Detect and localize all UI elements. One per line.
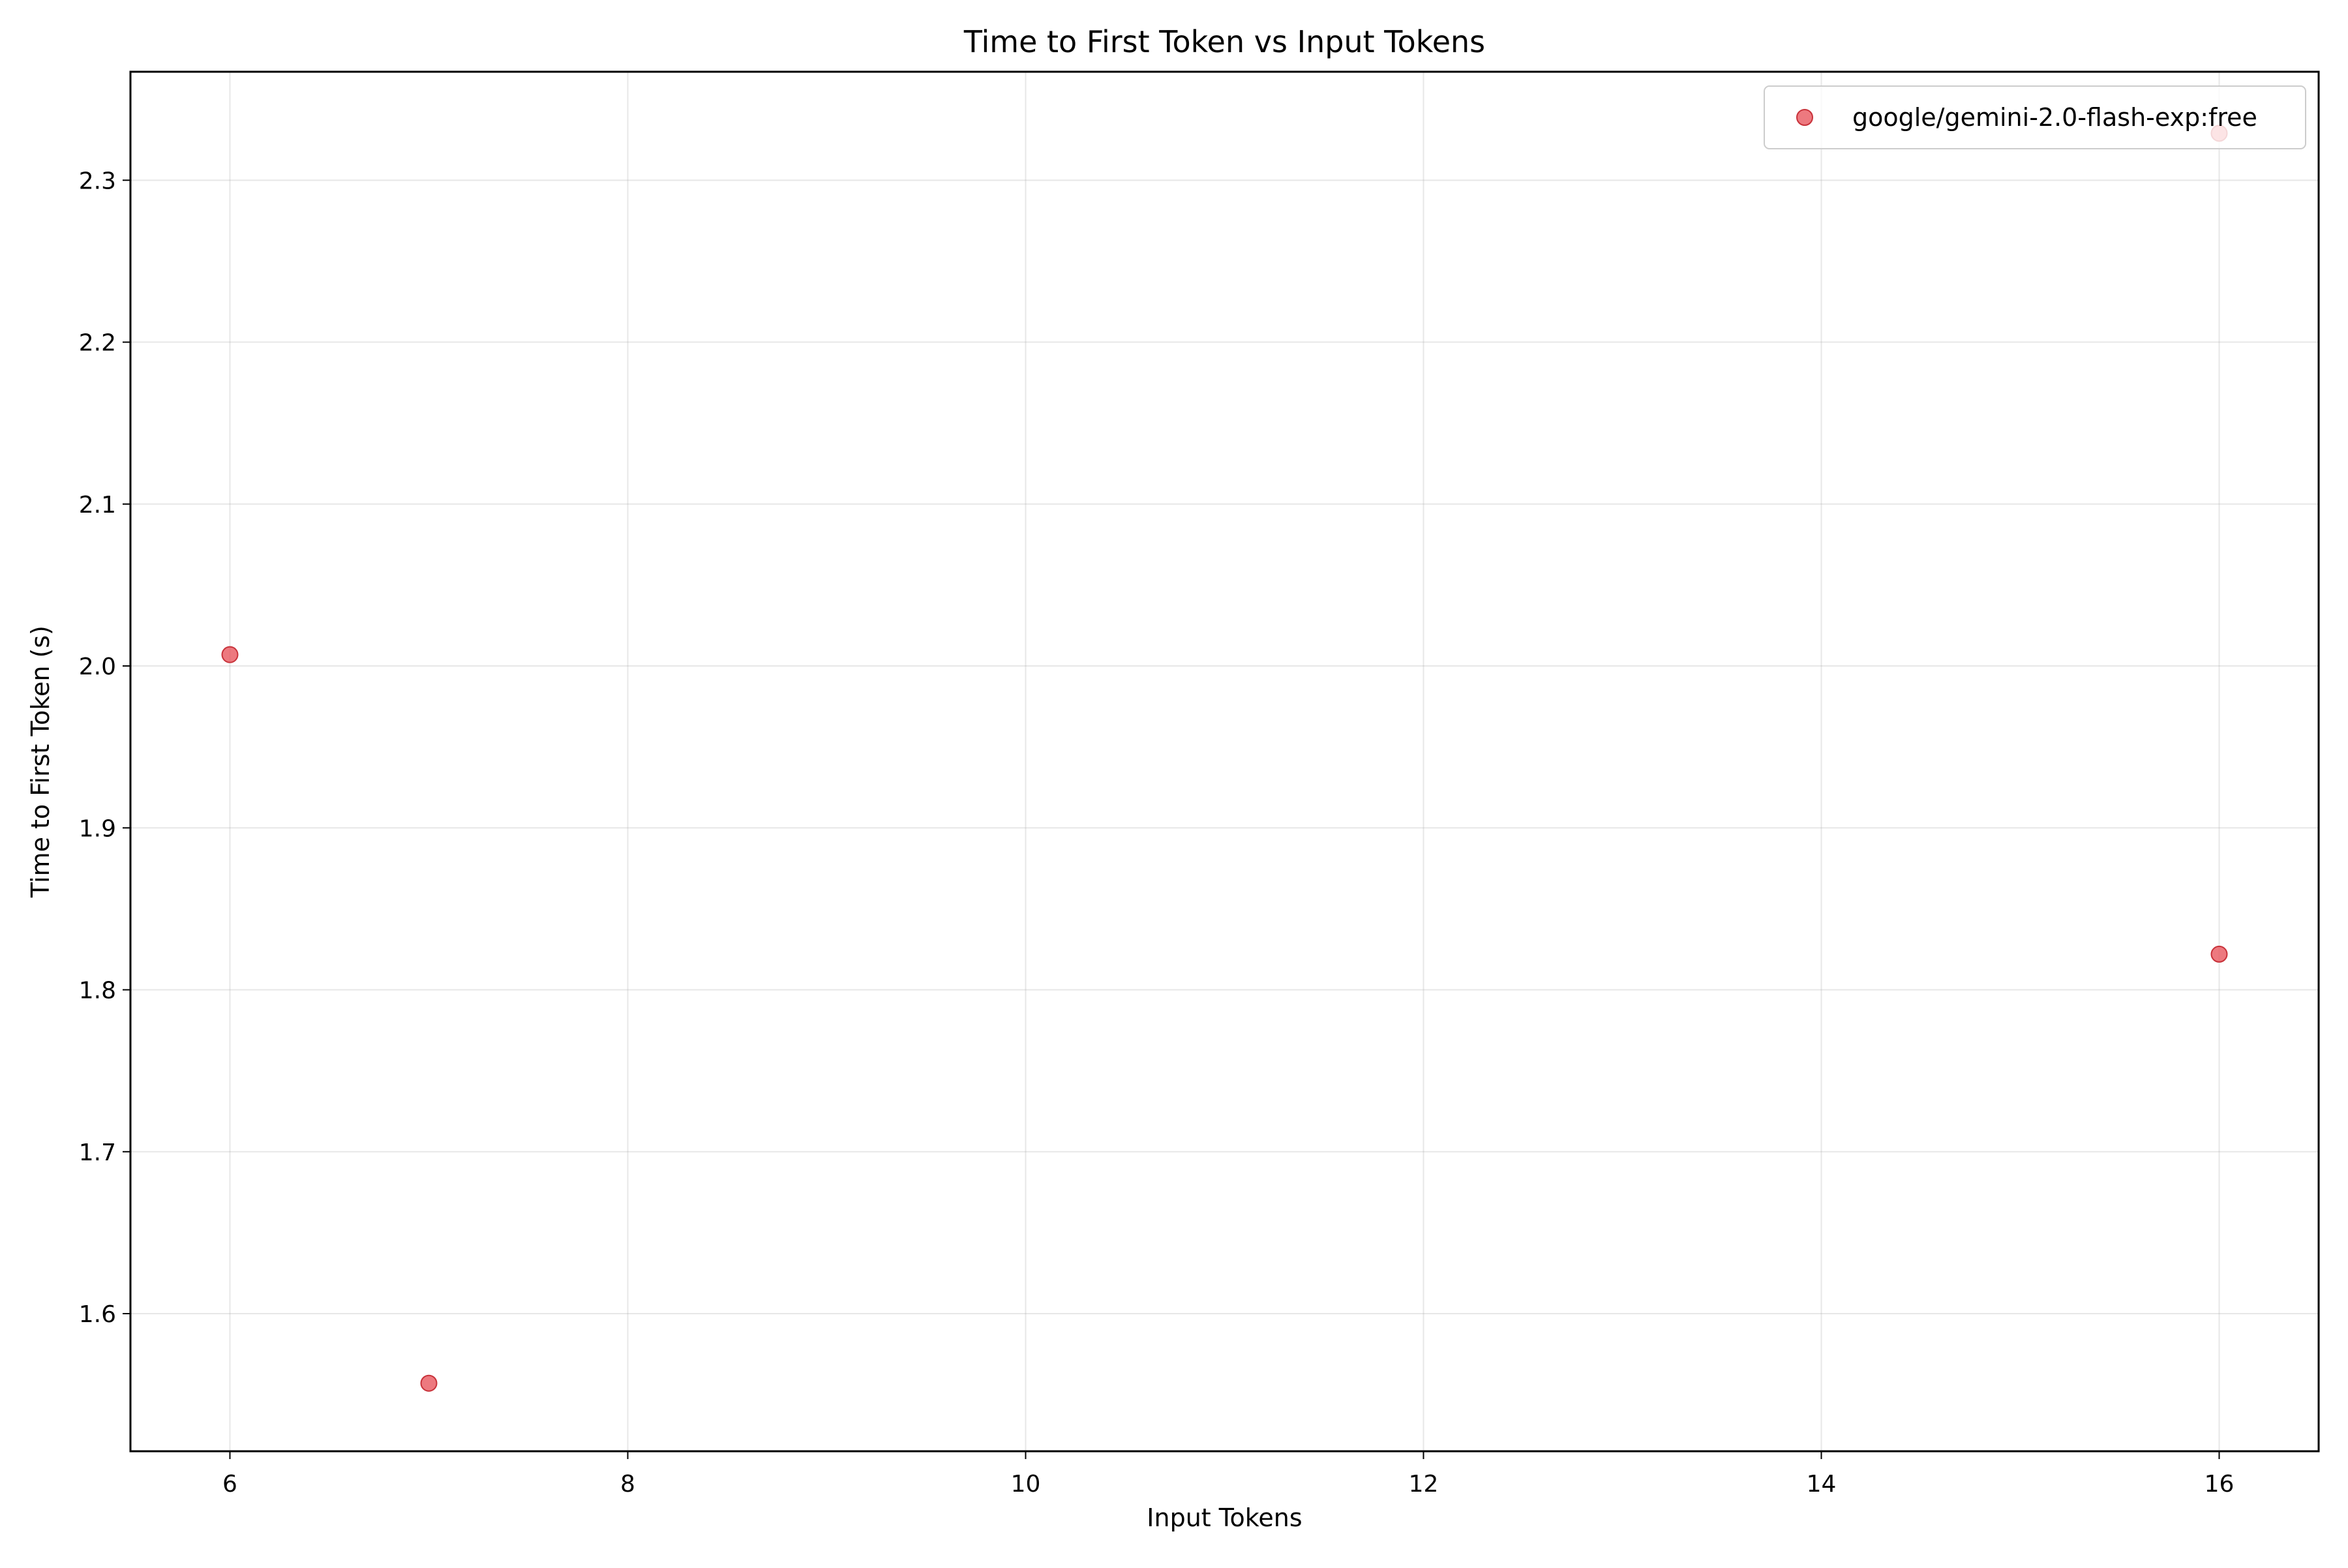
data-point — [221, 646, 239, 663]
legend-label: google/gemini-2.0-flash-exp:free — [1852, 103, 2257, 132]
y-tick-label: 1.8 — [79, 978, 116, 1004]
data-point — [2210, 945, 2228, 963]
y-tick-label: 1.9 — [79, 815, 116, 842]
y-tick-label: 1.7 — [79, 1139, 116, 1166]
legend-marker — [1796, 109, 1813, 126]
x-tick-label: 8 — [620, 1471, 635, 1498]
x-tick-label: 14 — [1807, 1471, 1837, 1498]
y-tick-label: 1.6 — [79, 1301, 116, 1328]
data-point — [420, 1374, 438, 1392]
legend: google/gemini-2.0-flash-exp:free — [1764, 85, 2306, 149]
y-tick-label: 2.0 — [79, 654, 116, 680]
x-tick-label: 12 — [1409, 1471, 1439, 1498]
chart-title: Time to First Token vs Input Tokens — [963, 24, 1485, 59]
y-tick-label: 2.2 — [79, 330, 116, 357]
x-tick-label: 6 — [222, 1471, 237, 1498]
plot-frame — [129, 70, 2320, 1453]
y-tick-label: 2.3 — [79, 168, 116, 194]
x-tick-label: 16 — [2205, 1471, 2235, 1498]
x-axis-label: Input Tokens — [1147, 1503, 1302, 1532]
y-tick-label: 2.1 — [79, 492, 116, 519]
x-tick-label: 10 — [1011, 1471, 1041, 1498]
y-axis-label: Time to First Token (s) — [26, 626, 55, 898]
legend-box — [1764, 85, 2306, 149]
axis-ticks: 6 8 10 12 14 16 1.6 1.7 1.8 1.9 2.0 2.1 2.2 2.3 — [79, 168, 2235, 1498]
grid-lines — [130, 72, 2319, 1451]
